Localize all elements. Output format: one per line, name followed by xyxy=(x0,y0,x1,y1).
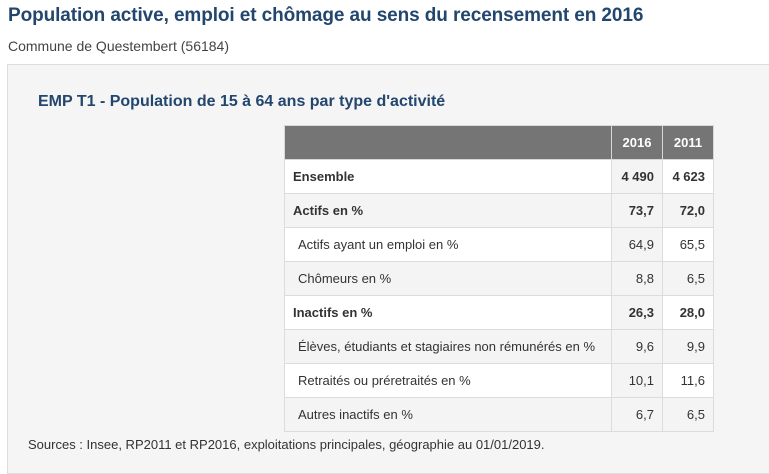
table-header-row: 2016 2011 xyxy=(284,125,714,160)
value-2011: 28,0 xyxy=(662,295,714,330)
value-2016: 8,8 xyxy=(611,261,663,296)
table-row: Retraités ou préretraités en % 10,1 11,6 xyxy=(284,363,714,398)
value-2011: 6,5 xyxy=(662,397,714,432)
value-2016: 10,1 xyxy=(611,363,663,398)
value-2016: 26,3 xyxy=(611,295,663,330)
row-label: Autres inactifs en % xyxy=(284,397,612,432)
value-2011: 72,0 xyxy=(662,193,714,228)
page-subtitle: Commune de Questembert (56184) xyxy=(8,38,229,54)
page-title: Population active, emploi et chômage au … xyxy=(8,5,644,26)
table-row: Actifs en % 73,7 72,0 xyxy=(284,193,714,228)
header-blank-cell xyxy=(284,125,612,160)
header-2016: 2016 xyxy=(611,125,663,160)
table-row: Chômeurs en % 8,8 6,5 xyxy=(284,261,714,296)
table-title: EMP T1 - Population de 15 à 64 ans par t… xyxy=(38,93,446,110)
header-2011: 2011 xyxy=(662,125,714,160)
activity-table: 2016 2011 Ensemble 4 490 4 623 Actifs en… xyxy=(284,125,714,432)
value-2011: 4 623 xyxy=(662,159,714,194)
table-row: Actifs ayant un emploi en % 64,9 65,5 xyxy=(284,227,714,262)
row-label: Retraités ou préretraités en % xyxy=(284,363,612,398)
row-label: Actifs ayant un emploi en % xyxy=(284,227,612,262)
table-row: Autres inactifs en % 6,7 6,5 xyxy=(284,397,714,432)
value-2011: 11,6 xyxy=(662,363,714,398)
value-2011: 9,9 xyxy=(662,329,714,364)
row-label: Chômeurs en % xyxy=(284,261,612,296)
value-2016: 4 490 xyxy=(611,159,663,194)
value-2011: 6,5 xyxy=(662,261,714,296)
value-2016: 6,7 xyxy=(611,397,663,432)
table-row: Élèves, étudiants et stagiaires non rému… xyxy=(284,329,714,364)
sources-note: Sources : Insee, RP2011 et RP2016, explo… xyxy=(28,437,545,452)
table-row: Ensemble 4 490 4 623 xyxy=(284,159,714,194)
value-2016: 73,7 xyxy=(611,193,663,228)
row-label: Actifs en % xyxy=(284,193,612,228)
value-2016: 9,6 xyxy=(611,329,663,364)
row-label: Inactifs en % xyxy=(284,295,612,330)
value-2011: 65,5 xyxy=(662,227,714,262)
row-label: Élèves, étudiants et stagiaires non rému… xyxy=(284,329,612,364)
value-2016: 64,9 xyxy=(611,227,663,262)
table-row: Inactifs en % 26,3 28,0 xyxy=(284,295,714,330)
row-label: Ensemble xyxy=(284,159,612,194)
